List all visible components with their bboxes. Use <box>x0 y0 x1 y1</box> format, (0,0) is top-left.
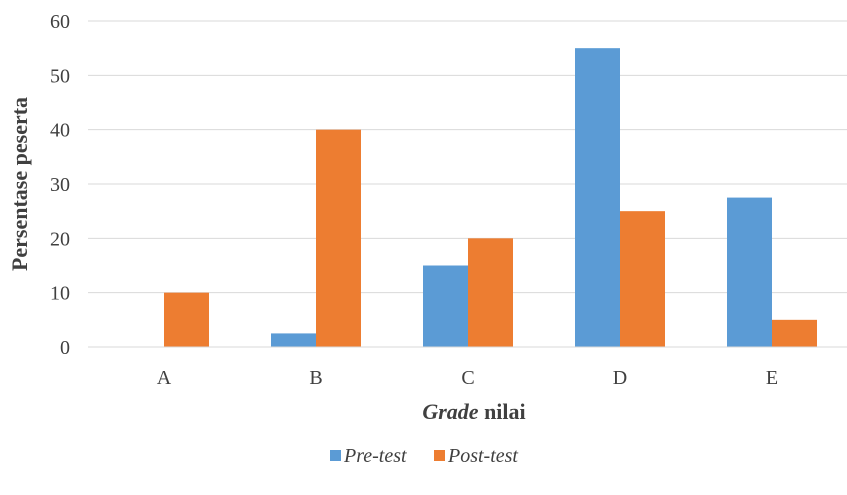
bar-post-test-a <box>164 292 209 347</box>
legend-label: Post-test <box>447 445 518 467</box>
bar-post-test-b <box>316 129 361 347</box>
x-axis-title: Grade nilai <box>422 399 525 424</box>
gridlines <box>88 20 847 294</box>
bar-post-test-c <box>468 238 513 347</box>
x-axis-ticks: A B C D E <box>157 367 778 389</box>
x-tick-label: D <box>613 367 627 389</box>
bar-pre-test-b <box>271 333 316 347</box>
y-tick-label: 20 <box>50 228 70 250</box>
y-tick-label: 10 <box>50 283 70 305</box>
x-axis-title-rest: nilai <box>479 399 526 424</box>
x-axis-title-italic: Grade <box>422 399 478 424</box>
y-tick-label: 50 <box>50 65 70 87</box>
y-tick-label: 30 <box>50 174 70 196</box>
y-tick-label: 40 <box>50 120 70 142</box>
bar-pre-test-d <box>575 48 620 348</box>
legend: Pre-test Post-test <box>330 445 518 467</box>
bar-post-test-d <box>620 211 665 347</box>
y-axis-ticks: 0 10 20 30 40 50 60 <box>50 11 70 359</box>
legend-label: Pre-test <box>343 445 407 467</box>
bar-post-test-e <box>772 319 817 347</box>
bars <box>164 48 817 348</box>
legend-swatch <box>330 450 341 461</box>
x-tick-label: E <box>766 367 778 389</box>
y-axis-title: Persentase peserta <box>7 97 32 271</box>
y-tick-label: 0 <box>60 337 70 359</box>
x-tick-label: B <box>309 367 322 389</box>
x-tick-label: A <box>157 367 172 389</box>
bar-pre-test-e <box>727 197 772 347</box>
legend-swatch <box>434 450 445 461</box>
y-tick-label: 60 <box>50 11 70 33</box>
x-tick-label: C <box>461 367 474 389</box>
bar-pre-test-c <box>423 265 468 347</box>
